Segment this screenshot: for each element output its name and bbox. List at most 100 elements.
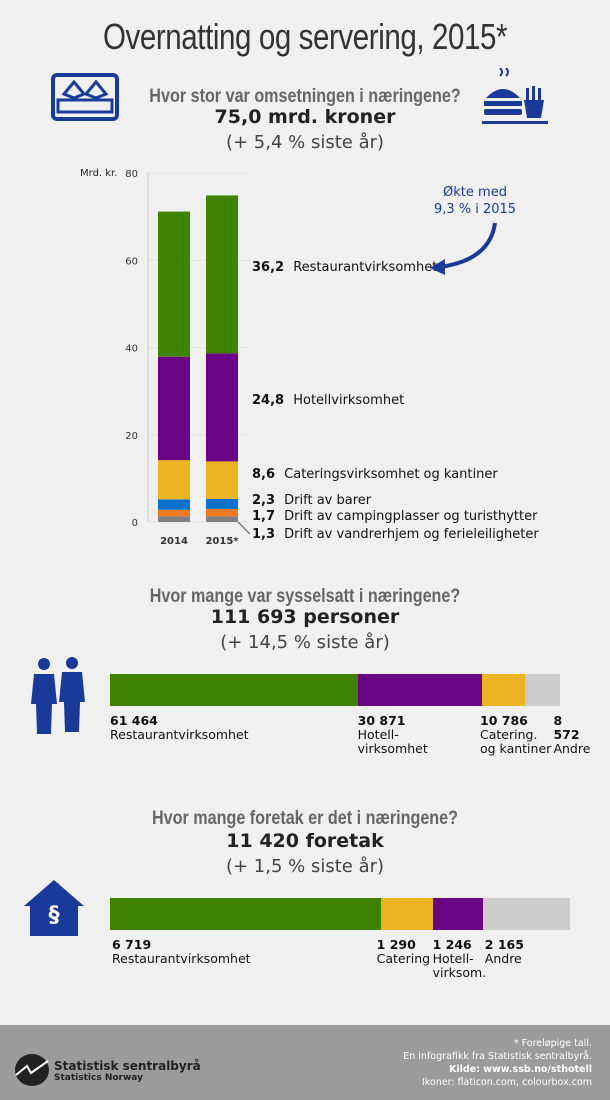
revenue-value: 75,0 mrd. kroner: [214, 106, 396, 128]
employment-change: (+ 14,5 % siste år): [220, 632, 390, 653]
bar-segment: [206, 353, 238, 462]
annotation-line2: 9,3 % i 2015: [433, 202, 517, 217]
segment-value: 10 786: [480, 713, 528, 728]
bar-segment: [432, 898, 483, 930]
revenue-chart: Mrd. kr. 0 20 40 60 80 2014 2015* 1,3 Drift av …: [80, 168, 539, 547]
svg-text:§: §: [49, 903, 60, 928]
bar-segment: [380, 898, 433, 930]
bar-segment: [110, 674, 358, 706]
series-name: Drift av barer: [280, 493, 372, 508]
segment-value: 2 165: [484, 937, 524, 952]
firms-bar: 6 719 Restaurantvirksomhet 1 290 Catering 1 …: [110, 898, 570, 980]
y-tick-label: 20: [125, 431, 138, 442]
credit: En infografikk fra Statistisk sentralbyr…: [403, 1051, 592, 1062]
y-tick-label: 60: [125, 256, 138, 267]
source-link[interactable]: Kilde: www.ssb.no/sthotell: [448, 1064, 592, 1075]
segment-name: Restaurantvirksomhet: [112, 951, 251, 966]
segment-label: 8 572 Andre: [553, 714, 590, 756]
segment-value: 61 464: [110, 713, 158, 728]
series-label: 1,3 Drift av vandrerhjem og ferieleiligh…: [252, 527, 539, 542]
segment-label: 61 464 Restaurantvirksomhet: [110, 714, 249, 742]
series-label: 24,8 Hotellvirksomhet: [252, 393, 404, 408]
series-name: Cateringsvirksomhet og kantiner: [280, 467, 498, 482]
bed-icon: [51, 73, 119, 121]
revenue-question: Hvor stor var omsetningen i næringene?: [149, 86, 461, 107]
segment-name: Andre: [484, 951, 522, 966]
series-label: 8,6 Cateringsvirksomhet og kantiner: [252, 467, 498, 482]
bar-segment: [158, 509, 190, 517]
firms-value: 11 420 foretak: [226, 830, 384, 852]
value-label: 24,8: [252, 393, 284, 408]
bar-segment: [206, 508, 238, 517]
segment-label: 10 786 Catering. og kantiner: [480, 714, 551, 756]
segment-label: 2 165 Andre: [485, 938, 524, 966]
footnote: * Foreløpige tall.: [513, 1038, 592, 1049]
segment-name: Hotell-: [357, 727, 399, 742]
value-label: 1,7: [252, 509, 275, 524]
y-tick-label: 40: [125, 344, 138, 355]
bar-segment: [525, 674, 560, 706]
bar-segment: [158, 211, 190, 357]
segment-name: Hotell-: [432, 951, 474, 966]
bar-segment: [206, 516, 238, 522]
bar-segment: [206, 195, 238, 354]
bar-segment: [158, 356, 190, 461]
series-name: Restaurantvirksomhet: [289, 260, 437, 275]
segment-label: 1 290 Catering: [377, 938, 430, 966]
series-name: Drift av vandrerhjem og ferieleiligheter: [280, 527, 539, 542]
logo-sub: Statistics Norway: [54, 1073, 143, 1083]
bar-segment: [482, 674, 526, 706]
ssb-logo-icon: [15, 1054, 49, 1086]
bar-segment: [482, 898, 570, 930]
segment-value: 30 871: [357, 713, 406, 728]
segment-name: Restaurantvirksomhet: [110, 727, 249, 742]
y-tick-label: 80: [125, 169, 138, 180]
y-tick-label: 0: [132, 518, 138, 529]
series-name: Drift av campingplasser og turisthytter: [280, 509, 538, 524]
bar-segment: [158, 460, 190, 500]
segment-name: og kantiner: [480, 741, 552, 756]
people-icon: [31, 657, 85, 734]
value-label: 8,6: [252, 467, 275, 482]
value-label: 2,3: [252, 493, 275, 508]
bar-segment: [206, 498, 238, 509]
employment-bar: 61 464 Restaurantvirksomhet 30 871 Hotell-v…: [110, 674, 590, 756]
y-axis-label: Mrd. kr.: [80, 168, 117, 179]
house-icon: §: [24, 880, 84, 936]
footer: Statistisk sentralbyrå Statistics Norway…: [0, 1025, 610, 1100]
firms-question: Hvor mange foretak er det i næringene?: [151, 808, 459, 829]
bar-segment: [158, 499, 190, 510]
segment-name: virksomhet: [357, 741, 428, 756]
segment-name: Catering: [376, 951, 431, 966]
segment-label: 6 719 Restaurantvirksomhet: [112, 938, 251, 966]
series-name: Hotellvirksomhet: [289, 393, 404, 408]
x-tick-label: 2015*: [205, 536, 239, 547]
firms-change: (+ 1,5 % siste år): [225, 856, 385, 877]
segment-value: 6 719: [112, 937, 152, 952]
page-title: Overnatting og servering, 2015*: [102, 16, 508, 57]
leader-line: [237, 521, 251, 535]
segment-name: Andre: [553, 741, 591, 756]
segment-name: virksom.: [432, 965, 487, 980]
bar-segment: [158, 516, 190, 522]
footer-notes: * Foreløpige tall. En infografikk fra St…: [403, 1037, 592, 1089]
x-tick-label: 2014: [160, 536, 188, 547]
bar-segment: [206, 461, 238, 499]
segment-value: 1 246: [432, 937, 472, 952]
bar-segment: [357, 674, 482, 706]
segment-value: 1 290: [376, 937, 416, 952]
segment-name: Catering.: [480, 727, 538, 742]
series-label: 2,3 Drift av barer: [252, 493, 372, 508]
segment-label: 1 246 Hotell-virksom.: [433, 938, 487, 980]
series-label: 1,7 Drift av campingplasser og turisthyt…: [252, 509, 538, 524]
icon-credit: Ikoner: flaticon.com, colourbox.com: [421, 1077, 592, 1088]
segment-label: 30 871 Hotell-virksomhet: [358, 714, 428, 756]
logo-name: Statistisk sentralbyrå: [54, 1059, 201, 1073]
series-label: 36,2 Restaurantvirksomhet: [252, 260, 437, 275]
annotation-line1: Økte med: [443, 185, 507, 200]
revenue-change: (+ 5,4 % siste år): [225, 132, 385, 153]
segment-value: 8 572: [553, 713, 580, 742]
employment-question: Hvor mange var sysselsatt i næringene?: [149, 586, 461, 607]
food-icon: [482, 68, 548, 124]
employment-value: 111 693 personer: [210, 606, 400, 628]
